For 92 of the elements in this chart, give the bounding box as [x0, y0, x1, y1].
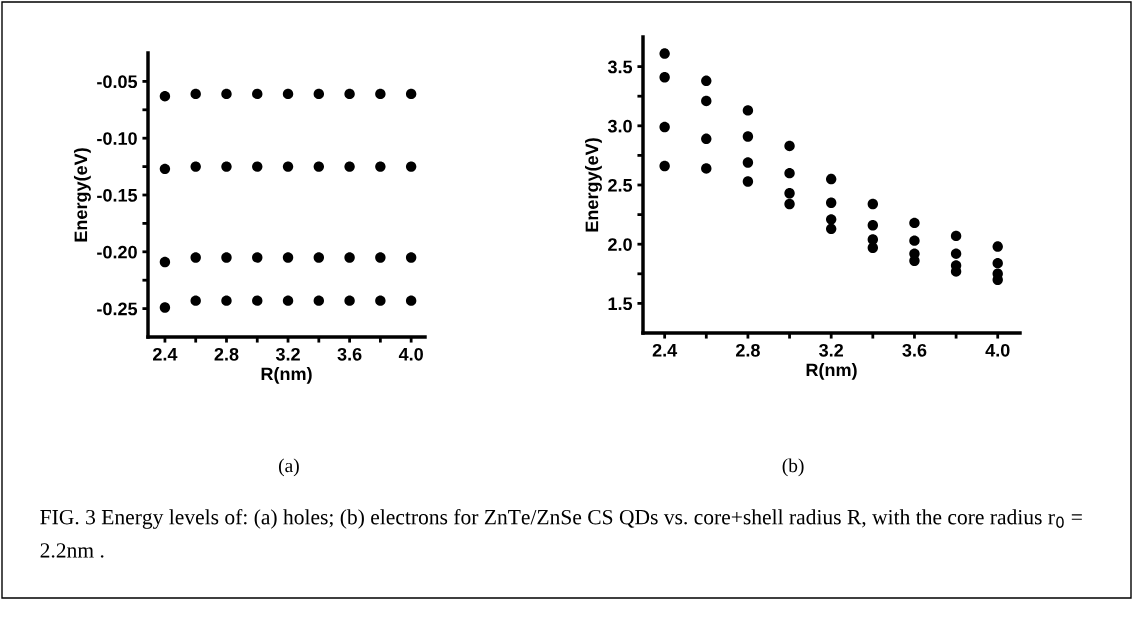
point	[221, 252, 232, 263]
point	[825, 214, 837, 225]
point	[701, 163, 712, 174]
point	[313, 295, 325, 306]
y-axis-title: Energy(eV)	[73, 148, 91, 242]
point	[313, 252, 325, 263]
point	[252, 88, 263, 100]
point	[950, 230, 962, 242]
y-tick-label: 2.5	[608, 178, 633, 192]
point	[825, 197, 837, 208]
point	[313, 161, 325, 172]
point	[221, 295, 232, 306]
y-tick-label: -0.20	[97, 245, 137, 259]
point	[659, 121, 670, 133]
point	[742, 176, 754, 187]
x-tick-label: 3.2	[275, 347, 300, 361]
point	[190, 88, 201, 100]
y-tick-label: -0.05	[97, 75, 138, 89]
x-tick-label: 2.4	[652, 343, 678, 357]
point	[701, 133, 712, 145]
point	[282, 252, 294, 263]
point	[825, 173, 837, 185]
point	[159, 302, 171, 313]
x-tick-label: 4.0	[398, 347, 423, 361]
point	[867, 242, 879, 253]
point	[282, 295, 294, 306]
point	[784, 198, 795, 210]
point	[659, 160, 670, 172]
point	[375, 161, 386, 172]
point	[190, 252, 201, 263]
y-tick-label: -0.15	[97, 188, 138, 202]
point	[375, 88, 386, 100]
y-tick-label: 3.0	[607, 119, 632, 133]
point	[784, 140, 795, 152]
point	[992, 241, 1003, 252]
point	[190, 295, 201, 306]
point	[742, 131, 754, 142]
x-tick-label: 2.4	[153, 347, 178, 361]
point	[742, 157, 754, 168]
point	[159, 256, 171, 268]
point	[867, 220, 879, 231]
point	[950, 248, 962, 259]
y-tick-label: -0.25	[97, 302, 138, 316]
point	[221, 88, 232, 100]
point	[867, 198, 879, 210]
point	[659, 48, 670, 59]
point	[405, 88, 417, 100]
point	[992, 257, 1003, 269]
point	[909, 235, 920, 246]
point	[282, 161, 294, 172]
x-axis-title: R(nm)	[806, 363, 857, 380]
point	[784, 167, 795, 179]
point	[159, 90, 171, 102]
point	[282, 88, 294, 100]
point	[405, 295, 417, 306]
point	[825, 223, 837, 235]
point	[742, 105, 754, 116]
text: (a)	[278, 458, 299, 477]
point	[909, 217, 920, 229]
point	[252, 252, 263, 263]
point	[190, 161, 201, 172]
y-tick-label: 1.5	[608, 297, 633, 311]
x-tick-label: 2.8	[736, 343, 760, 357]
point	[701, 95, 712, 107]
y-tick-label: -0.10	[97, 132, 137, 145]
x-tick-label: 2.8	[214, 347, 239, 361]
x-tick-label: 3.2	[819, 343, 844, 357]
x-tick-label: 4.0	[985, 343, 1010, 357]
point	[344, 295, 355, 306]
point	[659, 72, 670, 83]
point	[159, 163, 171, 175]
point	[313, 88, 325, 100]
y-tick-label: 3.5	[607, 60, 633, 74]
point	[344, 161, 355, 172]
text: FIG. 3 Energy levels of: (a) holes; (b) electrons for ZnTe/ZnSe CS QDs vs. core+shell radius R, with the core radius r$_{0}$ = 2.2nm .	[40, 509, 1082, 558]
x-axis-title: R(nm)	[261, 367, 312, 384]
point	[784, 188, 795, 199]
point	[344, 252, 355, 263]
point	[701, 75, 712, 87]
point	[375, 252, 386, 263]
point	[405, 252, 417, 263]
point	[252, 161, 263, 172]
point	[375, 295, 386, 306]
text: (b)	[782, 458, 804, 477]
point	[344, 88, 355, 100]
point	[221, 161, 232, 172]
x-tick-label: 3.6	[902, 343, 927, 357]
point	[405, 161, 417, 172]
y-axis-title: Energy(eV)	[585, 138, 602, 232]
point	[252, 295, 263, 306]
y-tick-label: 2.0	[608, 238, 632, 251]
x-tick-label: 3.6	[337, 347, 362, 361]
